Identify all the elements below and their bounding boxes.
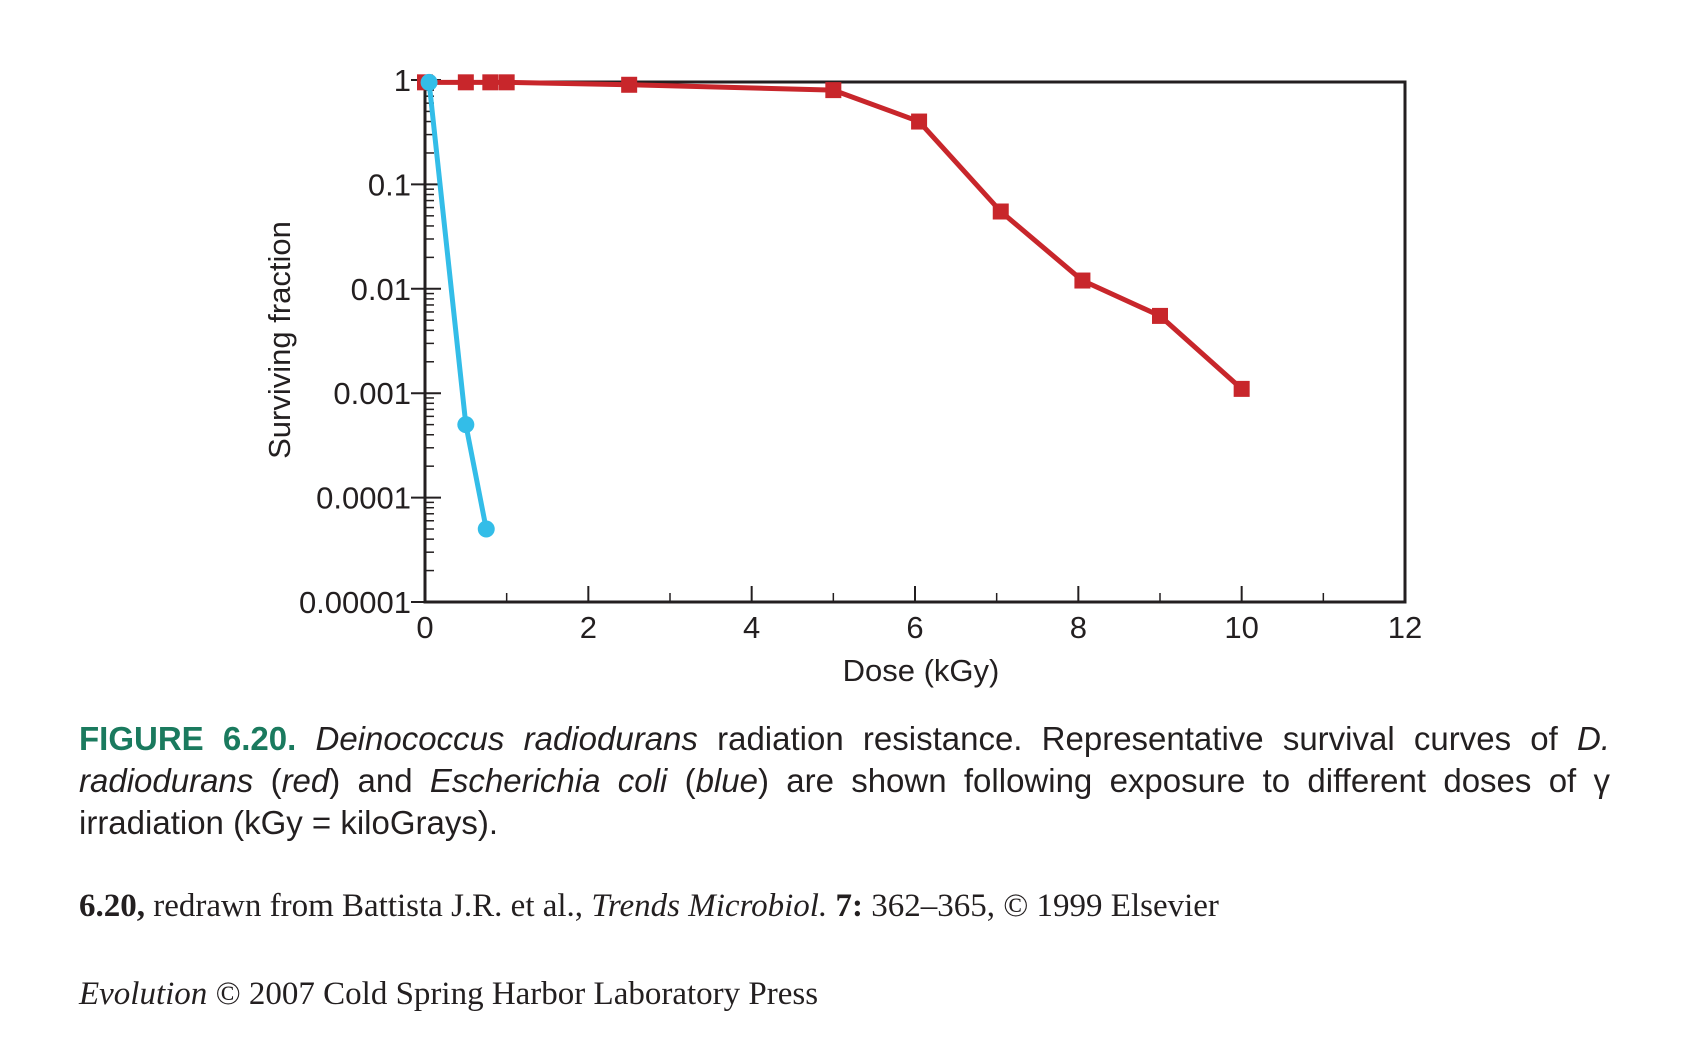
- y-tick-label: 1: [394, 63, 411, 98]
- d_radiodurans-point: [498, 74, 515, 91]
- figure-caption: FIGURE 6.20. Deinococcus radiodurans rad…: [79, 718, 1610, 844]
- d_radiodurans-line: [425, 79, 1244, 391]
- source-credit: 6.20, redrawn from Battista J.R. et al.,…: [79, 888, 1219, 925]
- e_coli-point: [477, 520, 495, 538]
- plot-frame: [423, 80, 1407, 604]
- x-axis-label: Dose (kGy): [843, 653, 1000, 688]
- e_coli-line: [426, 82, 489, 530]
- caption-text-2: ) and: [329, 762, 430, 799]
- d_radiodurans-point: [1074, 272, 1091, 289]
- y-tick-label: 0.0001: [316, 481, 411, 516]
- d_radiodurans-point: [457, 74, 474, 91]
- d_radiodurans-point: [1152, 307, 1168, 324]
- x-tick-label: 10: [1224, 610, 1258, 645]
- caption-species-1-short: D. radiodurans: [79, 720, 1611, 799]
- d_radiodurans-point: [482, 74, 499, 91]
- figure-label: FIGURE 6.20.: [79, 720, 297, 757]
- x-tick-label: 2: [580, 610, 597, 645]
- d_radiodurans-point: [825, 82, 842, 99]
- y-tick-label: 0.1: [368, 167, 411, 202]
- book-text: © 2007 Cold Spring Harbor Laboratory Pre…: [207, 976, 819, 1012]
- x-tick-label: 12: [1388, 610, 1422, 645]
- caption-species-2: Escherichia coli: [429, 762, 668, 799]
- x-tick-label: 4: [743, 610, 760, 645]
- survival-chart: 1 0.1 0.01 0.001 0.0001 0.00001 0 2 4 6 8 10 12 Dos…: [262, 63, 1422, 688]
- book-credit: Evolution © 2007 Cold Spring Harbor Labo…: [79, 976, 818, 1013]
- caption-color-blue: blue: [695, 762, 758, 799]
- caption-paren-2: (: [667, 762, 696, 799]
- credit-text-1: redrawn from Battista J.R. et al.,: [145, 888, 592, 924]
- x-tick-label: 0: [416, 610, 433, 645]
- y-tick-label: 0.001: [333, 376, 411, 411]
- d_radiodurans-point: [621, 76, 638, 93]
- series-layer: [417, 73, 1250, 538]
- y-tick-label: 0.01: [351, 272, 411, 307]
- e_coli-point: [457, 416, 475, 434]
- credit-journal: Trends Microbiol.: [591, 888, 828, 924]
- e_coli-point: [420, 73, 438, 91]
- x-tick-label: 6: [906, 610, 923, 645]
- caption-paren-1: (: [253, 762, 282, 799]
- credit-volume: 7:: [827, 888, 863, 924]
- book-title: Evolution: [79, 976, 208, 1012]
- d_radiodurans-point: [992, 203, 1009, 220]
- y-axis-label: Surviving fraction: [262, 221, 297, 459]
- x-tick-label: 8: [1070, 610, 1087, 645]
- credit-fig-ref: 6.20,: [79, 888, 145, 924]
- x-axis: 0 2 4 6 8 10 12: [416, 586, 1422, 645]
- d_radiodurans-point: [1233, 380, 1250, 397]
- caption-color-red: red: [281, 762, 330, 799]
- caption-species-1: Deinococcus radiodurans: [315, 720, 698, 757]
- d_radiodurans-point: [911, 113, 928, 130]
- caption-text-1: radiation resistance. Representative sur…: [697, 720, 1578, 757]
- y-tick-label: 0.00001: [299, 585, 411, 620]
- credit-text-2: 362–365, © 1999 Elsevier: [862, 888, 1219, 924]
- caption-text-3: ) are shown following exposure to differ…: [79, 762, 1610, 841]
- y-axis: 1 0.1 0.01 0.001 0.0001 0.00001: [299, 63, 441, 620]
